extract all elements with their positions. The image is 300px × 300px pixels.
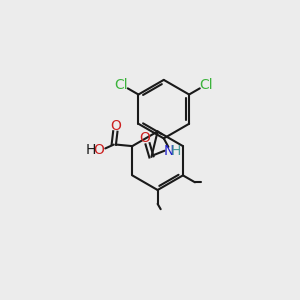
Text: H: H [171, 144, 181, 158]
Text: N: N [163, 144, 174, 158]
Text: Cl: Cl [200, 77, 213, 92]
Text: Cl: Cl [114, 77, 128, 92]
Text: O: O [111, 119, 122, 133]
Text: H: H [85, 143, 96, 157]
Text: O: O [93, 143, 104, 157]
Text: O: O [139, 131, 150, 146]
